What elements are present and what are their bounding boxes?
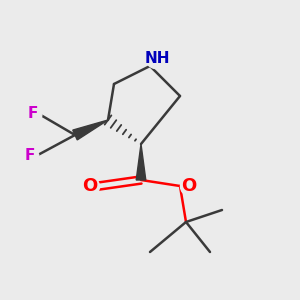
- Text: O: O: [82, 177, 98, 195]
- Polygon shape: [73, 120, 108, 140]
- Text: NH: NH: [145, 51, 170, 66]
- Polygon shape: [136, 144, 146, 180]
- Text: O: O: [182, 177, 196, 195]
- Text: F: F: [24, 148, 34, 164]
- Text: F: F: [27, 106, 38, 122]
